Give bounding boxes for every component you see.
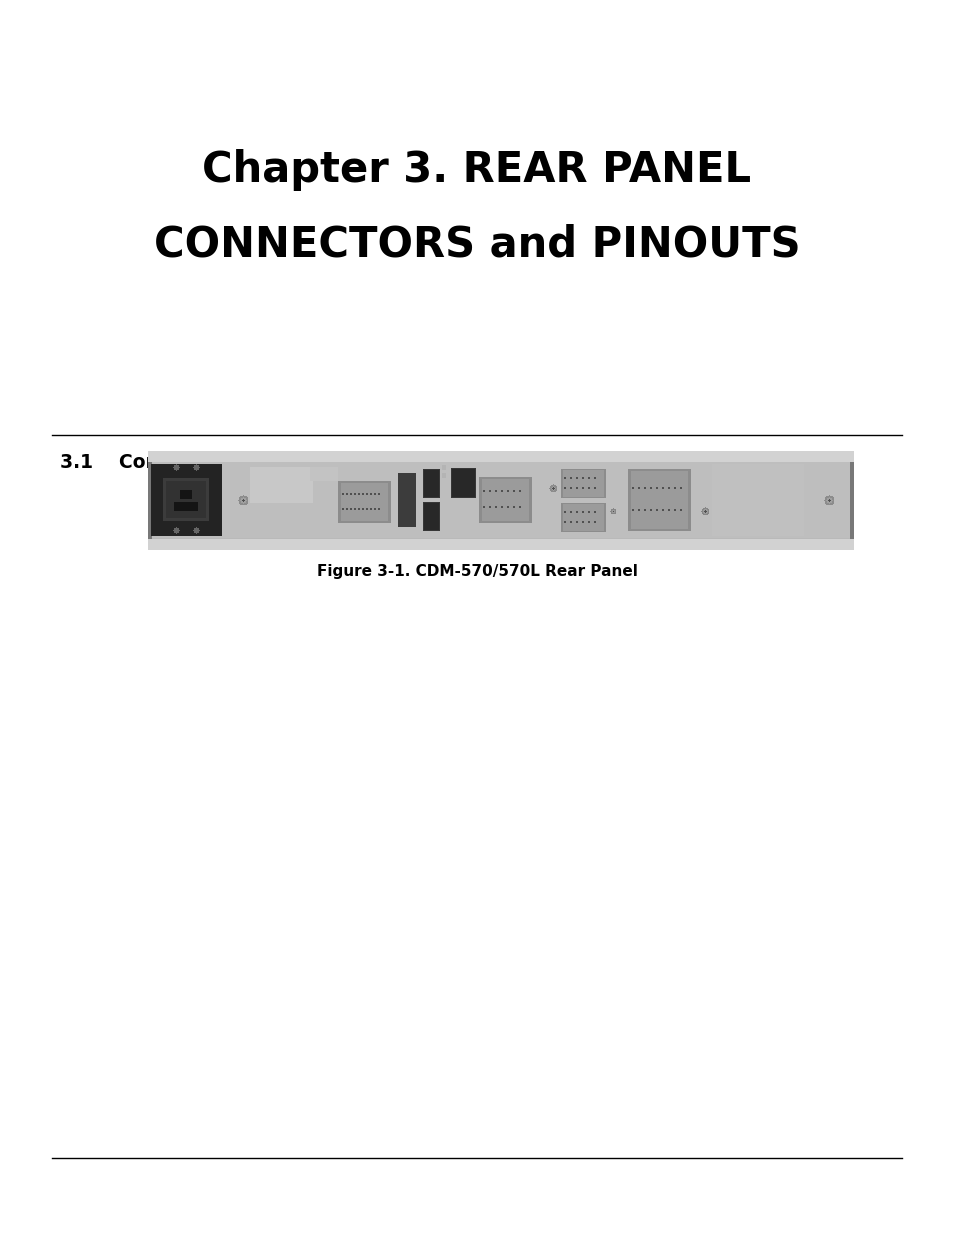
Text: 3.1    Connector Overview: 3.1 Connector Overview xyxy=(60,453,333,472)
Text: Figure 3-1. CDM-570/570L Rear Panel: Figure 3-1. CDM-570/570L Rear Panel xyxy=(316,564,637,579)
Text: CONNECTORS and PINOUTS: CONNECTORS and PINOUTS xyxy=(153,224,800,266)
Text: Chapter 3. REAR PANEL: Chapter 3. REAR PANEL xyxy=(202,149,751,191)
